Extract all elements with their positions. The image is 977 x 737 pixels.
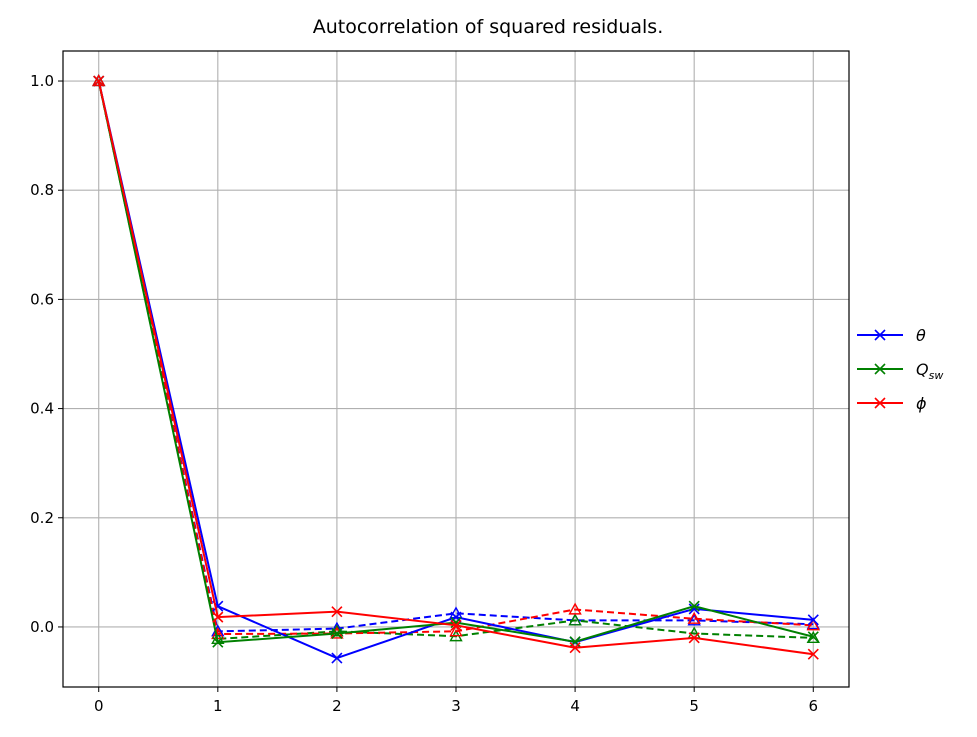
- x-marker: [807, 631, 819, 643]
- chart-title: Autocorrelation of squared residuals.: [313, 16, 664, 38]
- axis-ticks: 0 1 2 3 4 5 6 0.0 0.2 0.4 0.6 0.8 1.0: [30, 72, 818, 715]
- legend-label: Qsw: [916, 360, 943, 382]
- x-marker: [93, 75, 105, 87]
- x-marker: [331, 606, 343, 618]
- grid: [63, 51, 849, 687]
- x-marker: [688, 603, 700, 615]
- x-marker: [331, 652, 343, 664]
- x-marker: [874, 329, 886, 341]
- legend-item: θ: [857, 326, 926, 345]
- y-tick-label: 0.6: [30, 290, 54, 308]
- triangle-marker: [568, 602, 582, 615]
- x-marker: [874, 397, 886, 409]
- x-tick-label: 2: [332, 697, 342, 715]
- y-tick-label: 0.4: [30, 400, 54, 418]
- x-tick-label: 4: [570, 697, 580, 715]
- y-tick-label: 1.0: [30, 72, 54, 90]
- x-marker: [807, 648, 819, 660]
- triangle-marker: [449, 624, 463, 637]
- x-marker: [807, 614, 819, 626]
- x-tick-label: 0: [94, 697, 104, 715]
- x-marker: [212, 636, 224, 648]
- x-marker: [450, 619, 462, 631]
- series-layer: [92, 74, 820, 664]
- x-tick-label: 5: [689, 697, 699, 715]
- series-line: [97, 80, 814, 636]
- triangle-marker: [806, 618, 820, 631]
- triangle-marker: [568, 613, 582, 626]
- x-marker: [688, 600, 700, 612]
- x-tick-label: 1: [213, 697, 223, 715]
- legend-label: θ: [916, 326, 926, 345]
- x-tick-label: 3: [451, 697, 461, 715]
- y-tick-label: 0.2: [30, 509, 54, 527]
- y-tick-label: 0.8: [30, 181, 54, 199]
- series-2-solid: [93, 75, 819, 660]
- triangle-marker: [687, 611, 701, 624]
- x-marker: [450, 611, 462, 623]
- x-marker: [331, 627, 343, 640]
- x-marker: [688, 632, 700, 644]
- legend-label: ϕ: [916, 394, 927, 413]
- triangle-marker: [806, 630, 820, 643]
- legend-item: Qsw: [857, 360, 943, 382]
- x-marker: [874, 363, 886, 375]
- legend-item: ϕ: [857, 394, 927, 413]
- legend: θ Qsw ϕ: [857, 326, 943, 413]
- x-tick-label: 6: [808, 697, 818, 715]
- y-tick-label: 0.0: [30, 618, 54, 636]
- x-marker: [212, 611, 224, 623]
- x-marker: [569, 642, 581, 654]
